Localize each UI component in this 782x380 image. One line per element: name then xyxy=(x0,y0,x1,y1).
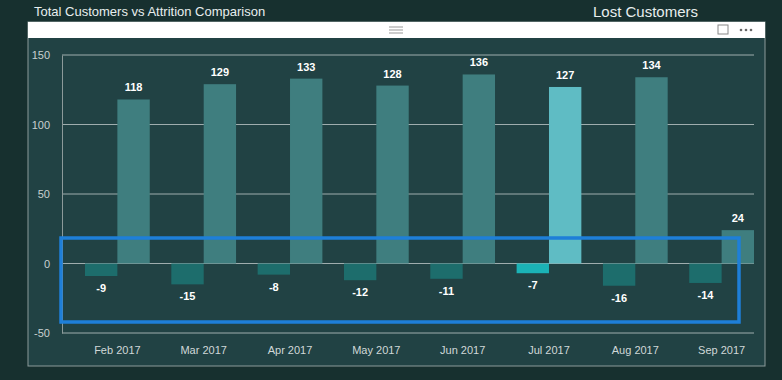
more-icon xyxy=(750,29,753,32)
y-tick: 150 xyxy=(32,49,62,61)
bar xyxy=(85,264,117,277)
y-tick-label: -50 xyxy=(34,327,50,339)
data-label: 24 xyxy=(732,212,745,224)
x-tick-label: Apr 2017 xyxy=(268,344,313,356)
data-label: 136 xyxy=(470,56,488,68)
x-axis: Feb 2017 Mar 2017 Apr 2017 May 2017 Jun 2017… xyxy=(86,344,755,356)
data-label: -7 xyxy=(528,279,538,291)
x-tick: Aug 2017 xyxy=(612,344,659,356)
x-tick-label: Jul 2017 xyxy=(528,344,570,356)
x-tick-label: May 2017 xyxy=(352,344,400,356)
data-label: 129 xyxy=(211,66,229,78)
drag-handle xyxy=(389,33,403,34)
annotation: Lost Customers xyxy=(593,3,698,20)
data-label: -9 xyxy=(96,282,106,294)
x-tick-label: Feb 2017 xyxy=(94,344,140,356)
data-label: -15 xyxy=(180,290,196,302)
header-icons xyxy=(389,25,752,34)
y-tick-label: 100 xyxy=(32,119,50,131)
grid xyxy=(62,55,754,333)
x-tick: Apr 2017 xyxy=(268,344,313,356)
data-label: -16 xyxy=(611,292,627,304)
drag-handle xyxy=(389,30,403,31)
x-tick-label: Aug 2017 xyxy=(612,344,659,356)
x-tick: Sep 2017 xyxy=(698,344,745,356)
x-tick-label: Sep 2017 xyxy=(698,344,745,356)
x-tick-label: Mar 2017 xyxy=(180,344,226,356)
bar xyxy=(463,74,495,263)
bar xyxy=(635,77,667,263)
bar xyxy=(290,79,322,264)
x-tick: Feb 2017 xyxy=(94,344,140,356)
x-tick: Mar 2017 xyxy=(180,344,226,356)
data-label: 133 xyxy=(297,61,315,73)
data-label: -12 xyxy=(352,286,368,298)
visual-frame xyxy=(28,22,765,366)
data-label: -14 xyxy=(697,289,714,301)
highlight-box xyxy=(61,238,739,322)
data-label: 127 xyxy=(556,69,574,81)
visual-header xyxy=(28,22,765,38)
grid-line xyxy=(62,333,754,334)
y-axis: -50 0 50 100 150 xyxy=(32,49,63,339)
y-tick: 100 xyxy=(32,119,62,131)
data-label: 134 xyxy=(642,59,661,71)
x-tick: Jul 2017 xyxy=(528,344,570,356)
data-label: 118 xyxy=(125,81,143,93)
x-tick-label: Jun 2017 xyxy=(440,344,485,356)
y-tick-label: 50 xyxy=(38,188,50,200)
y-tick-label: 0 xyxy=(44,258,50,270)
x-tick: May 2017 xyxy=(352,344,400,356)
bar xyxy=(603,264,635,286)
more-icon xyxy=(745,29,748,32)
data-label: -8 xyxy=(269,281,279,293)
more-icon xyxy=(740,29,743,32)
data-label: 128 xyxy=(383,68,401,80)
bars xyxy=(85,74,754,285)
data-label: -11 xyxy=(439,285,454,297)
y-tick: -50 xyxy=(34,327,62,339)
bar xyxy=(258,264,290,275)
bar xyxy=(344,264,376,281)
bar xyxy=(517,264,549,274)
page-background xyxy=(0,0,782,380)
focus-icon xyxy=(718,25,728,34)
bar xyxy=(689,264,721,283)
bar xyxy=(430,264,462,279)
x-tick: Jun 2017 xyxy=(440,344,485,356)
chart-svg: Total Customers vs Attrition Comparison L… xyxy=(0,0,782,380)
bar xyxy=(171,264,203,285)
drag-handle xyxy=(389,27,403,28)
y-tick: 50 xyxy=(38,188,62,200)
grid-line xyxy=(62,55,754,56)
data-labels: -9 -15 -8 -12 -11 -7 -16 -14 118 129 133 128 136 127 1… xyxy=(96,56,745,303)
chart-title: Total Customers vs Attrition Comparison xyxy=(34,4,265,19)
y-tick-label: 150 xyxy=(32,49,50,61)
